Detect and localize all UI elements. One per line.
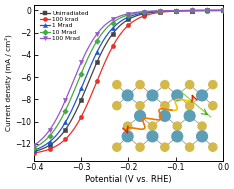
Legend: Unirradiated, 100 krad, 1 Mrad, 10 Mrad, 100 Mrad: Unirradiated, 100 krad, 1 Mrad, 10 Mrad,…	[39, 9, 90, 42]
X-axis label: Potential (V vs. RHE): Potential (V vs. RHE)	[85, 175, 172, 184]
Y-axis label: Current density (mA / cm²): Current density (mA / cm²)	[5, 34, 12, 131]
